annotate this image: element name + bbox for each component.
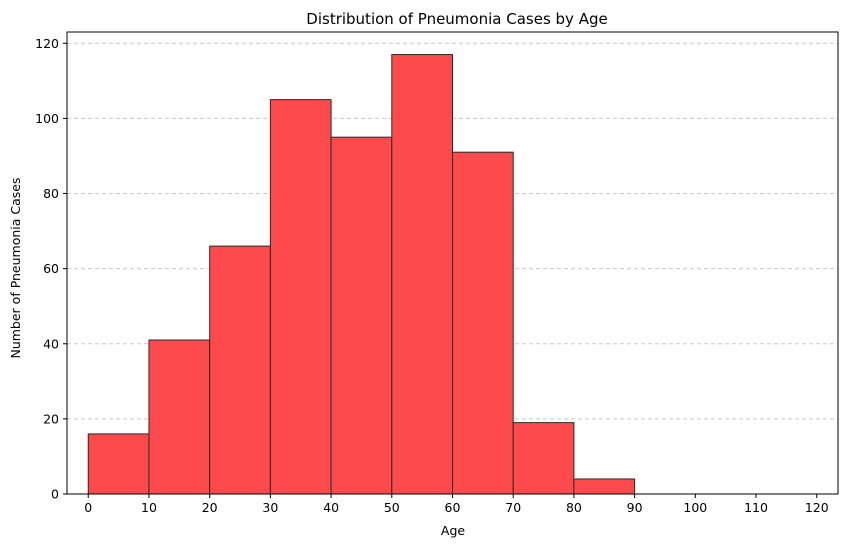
x-tick-label: 50	[384, 500, 400, 515]
y-tick-label: 40	[43, 336, 59, 351]
x-tick-label: 90	[627, 500, 643, 515]
histogram-bar	[391, 54, 454, 495]
x-tick-label: 30	[262, 500, 278, 515]
y-tick-label: 60	[43, 261, 59, 276]
x-axis-label: Age	[441, 523, 465, 538]
x-tick-label: 110	[744, 500, 768, 515]
y-axis-label: Number of Pneumonia Cases	[8, 177, 23, 358]
histogram-bar	[452, 151, 514, 495]
x-tick-label: 70	[505, 500, 521, 515]
x-tick-label: 80	[566, 500, 582, 515]
y-axis-ticks: 0 20 40 60 80 100 120	[35, 36, 67, 502]
y-tick-label: 0	[51, 487, 59, 502]
histogram-bar	[148, 339, 211, 495]
bars	[87, 54, 636, 495]
y-tick-label: 80	[43, 186, 59, 201]
y-tick-label: 120	[35, 36, 59, 51]
x-tick-label: 10	[141, 500, 157, 515]
y-tick-label: 100	[35, 111, 59, 126]
histogram-bar	[512, 422, 575, 495]
x-tick-label: 40	[323, 500, 339, 515]
x-tick-label: 0	[84, 500, 92, 515]
x-tick-label: 60	[445, 500, 461, 515]
histogram-bar	[209, 245, 271, 495]
histogram-bar	[573, 478, 636, 495]
x-tick-label: 100	[683, 500, 707, 515]
histogram-bar	[330, 136, 393, 495]
x-tick-label: 20	[202, 500, 218, 515]
chart-title: Distribution of Pneumonia Cases by Age	[306, 10, 607, 28]
histogram-bar	[87, 433, 150, 495]
y-tick-label: 20	[43, 411, 59, 426]
histogram-bar	[269, 99, 332, 495]
x-axis-ticks: 0 10 20 30 40 50 60 70 80 90 100 110 120	[84, 494, 829, 515]
x-tick-label: 120	[805, 500, 829, 515]
